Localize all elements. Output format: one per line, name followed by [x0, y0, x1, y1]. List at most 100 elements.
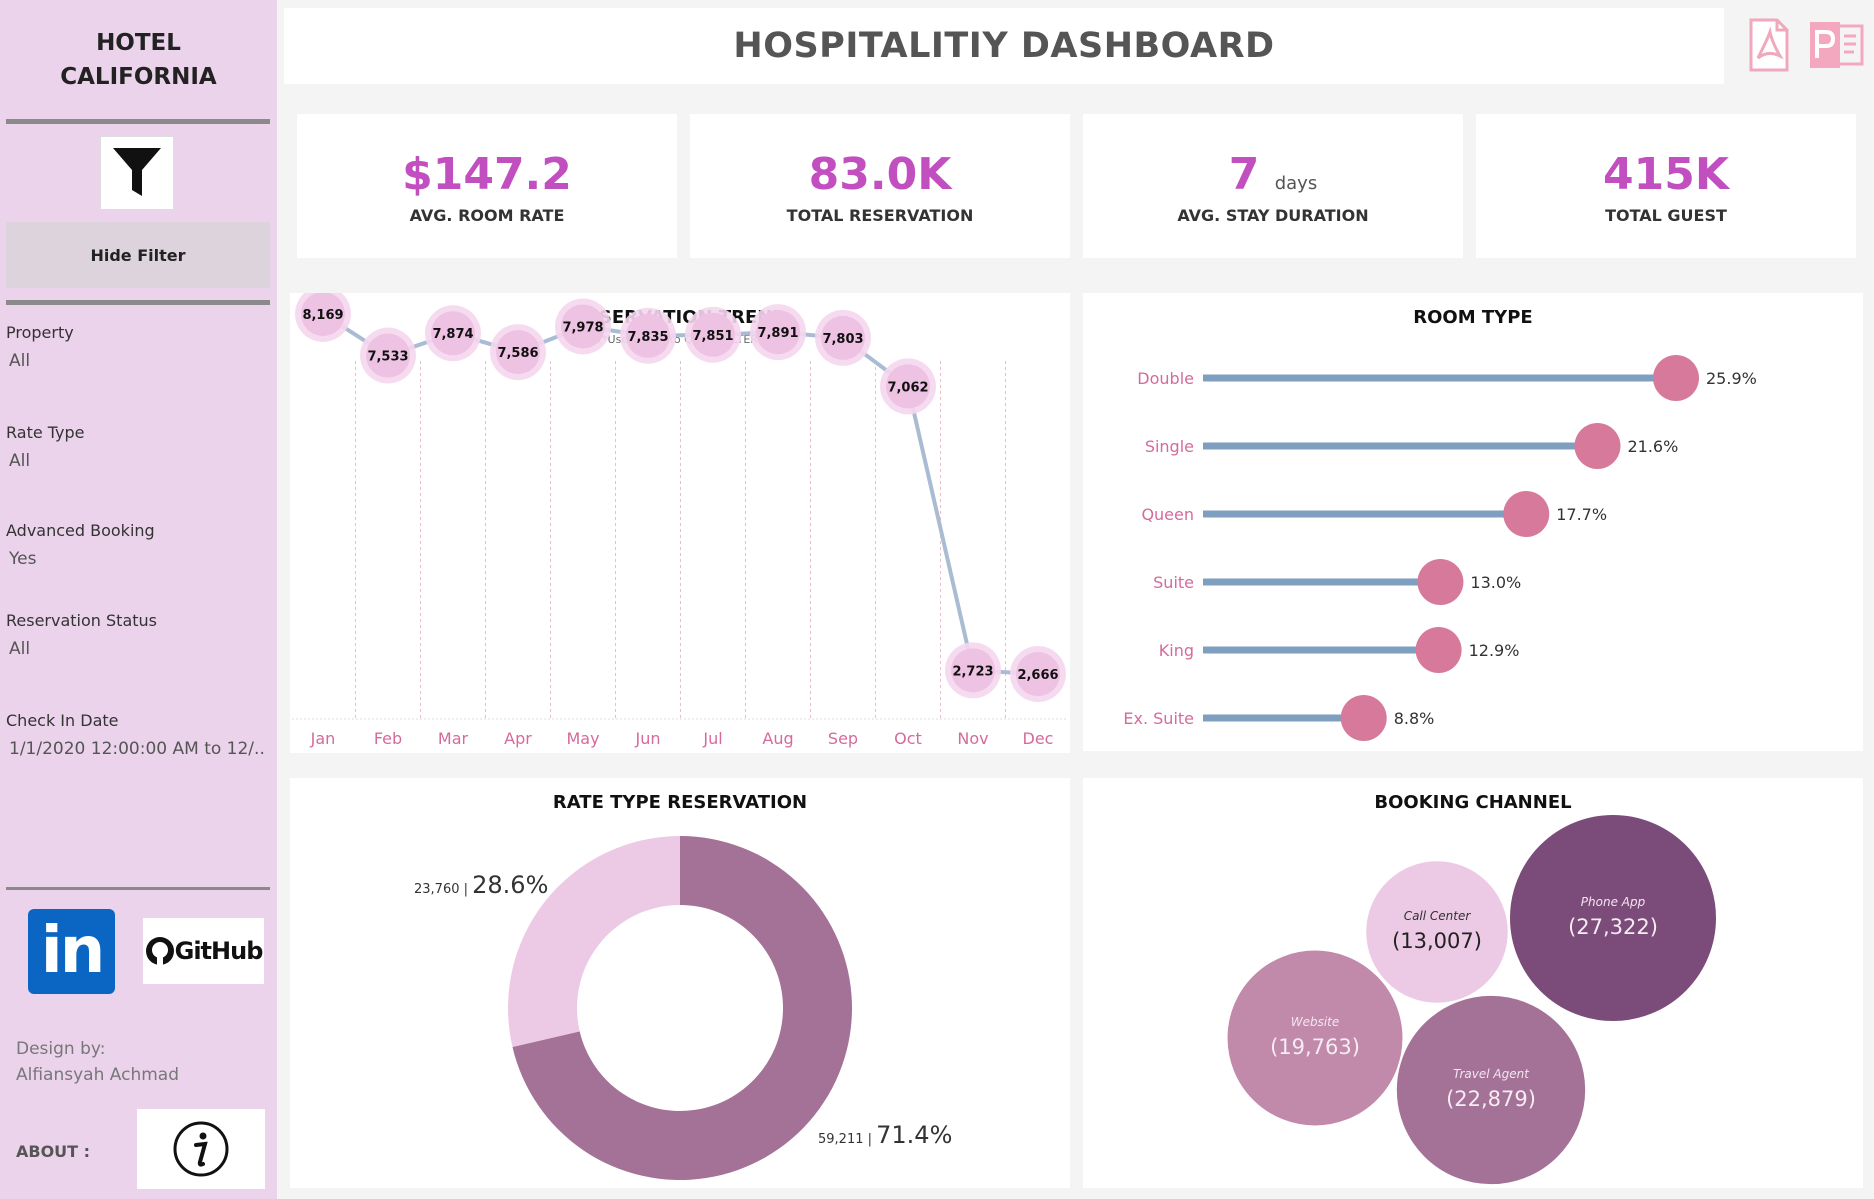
trend-point[interactable]	[626, 313, 670, 358]
filter-label-advanced-booking: Advanced Booking	[6, 521, 155, 540]
filter-value-check-in-date[interactable]: 1/1/2020 12:00:00 AM to 12/..	[9, 739, 265, 759]
trend-data-label: 7,533	[367, 350, 408, 365]
filter-label-reservation-status: Reservation Status	[6, 611, 157, 630]
page-title: HOSPITALITIY DASHBOARD	[733, 26, 1275, 66]
github-label: GitHub	[174, 937, 264, 965]
filter-value-advanced-booking[interactable]: Yes	[9, 549, 37, 569]
room-type-value-label: 12.9%	[1469, 641, 1520, 660]
channel-bubble[interactable]	[1394, 993, 1588, 1187]
design-by-label: Design by:	[16, 1039, 106, 1059]
filter-value-reservation-status[interactable]: All	[9, 639, 31, 659]
channel-name-label: Call Center	[1404, 909, 1472, 923]
trend-point[interactable]	[431, 311, 475, 356]
trend-data-label: 7,835	[627, 330, 668, 345]
room-type-label: Queen	[1141, 505, 1194, 524]
divider	[6, 300, 270, 305]
funnel-icon	[113, 148, 161, 196]
filter-label-check-in-date: Check In Date	[6, 711, 119, 730]
trend-data-label: 8,169	[302, 308, 343, 323]
info-button[interactable]	[137, 1109, 265, 1189]
trend-data-label: 7,586	[497, 346, 538, 361]
powerpoint-icon[interactable]	[1808, 18, 1864, 72]
trend-point[interactable]	[951, 648, 995, 693]
kpi-unit: days	[1274, 173, 1318, 194]
filter-value-rate-type[interactable]: All	[9, 451, 31, 471]
room-type-dot[interactable]	[1653, 355, 1699, 401]
month-tick-label: Jan	[310, 729, 336, 748]
trend-data-label: 2,666	[1017, 668, 1058, 683]
room-type-dot[interactable]	[1574, 423, 1621, 469]
month-tick-label: Feb	[374, 729, 402, 748]
hide-filter-button[interactable]: Hide Filter	[6, 222, 270, 288]
room-type-value-label: 8.8%	[1394, 709, 1435, 728]
filter-label-rate-type: Rate Type	[6, 423, 85, 442]
pdf-icon[interactable]	[1748, 18, 1790, 72]
channel-value-label: (13,007)	[1392, 929, 1482, 953]
kpi-value: 415K	[1603, 149, 1729, 200]
trend-point[interactable]	[496, 330, 540, 375]
kpi-value: $147.2	[402, 149, 572, 200]
trend-point[interactable]	[1016, 652, 1060, 697]
trend-point[interactable]	[886, 364, 930, 409]
filter-label-property: Property	[6, 323, 74, 342]
linkedin-icon[interactable]: in	[28, 909, 115, 994]
donut-count-label: 59,211 |	[818, 1132, 876, 1147]
kpi-total-reservation: 83.0K TOTAL RESERVATION	[690, 114, 1070, 258]
room-type-label: Single	[1145, 437, 1194, 456]
filter-icon[interactable]	[100, 136, 174, 210]
room-type-label: Ex. Suite	[1123, 709, 1194, 728]
month-tick-label: Sep	[828, 729, 858, 748]
channel-bubble[interactable]	[1508, 813, 1718, 1023]
channel-name-label: Phone App	[1581, 895, 1646, 909]
month-tick-label: Nov	[957, 729, 988, 748]
donut-slice[interactable]	[512, 836, 852, 1180]
github-icon[interactable]: GitHub	[143, 918, 264, 984]
divider	[6, 887, 270, 890]
trend-point[interactable]	[301, 293, 345, 336]
github-octocat-icon	[145, 937, 174, 965]
channel-bubble[interactable]	[1364, 859, 1510, 1005]
info-icon	[173, 1121, 229, 1177]
hotel-name-line1: HOTEL	[96, 30, 181, 56]
rate-type-panel: RATE TYPE RESERVATION 59,211 | 71.4% 23,7…	[290, 778, 1070, 1188]
booking-channel-chart: Call Center (13,007) Phone App (27,322) Webs…	[1225, 813, 1718, 1187]
booking-channel-panel: BOOKING CHANNEL Call Center (13,007) Phone…	[1083, 778, 1863, 1188]
channel-value-label: (22,879)	[1446, 1087, 1536, 1111]
month-tick-label: Jul	[702, 729, 722, 748]
trend-data-label: 7,874	[432, 327, 473, 342]
kpi-label: TOTAL GUEST	[1605, 206, 1727, 225]
donut-slice[interactable]	[507, 836, 680, 1047]
reservation-trend-chart: 8,169 Jan 7,533 Feb 7,874 Mar 7,586 Apr 7,978 May…	[292, 293, 1068, 748]
room-type-dot[interactable]	[1340, 695, 1387, 741]
channel-bubble[interactable]	[1225, 948, 1405, 1128]
channel-name-label: Website	[1291, 1015, 1340, 1029]
sidebar: HOTEL CALIFORNIA Hide Filter Property Al…	[0, 0, 277, 1199]
trend-point[interactable]	[756, 310, 800, 355]
month-tick-label: Mar	[438, 729, 469, 748]
trend-data-label: 2,723	[952, 664, 993, 679]
hotel-name-line2: CALIFORNIA	[60, 64, 217, 90]
room-type-label: Double	[1137, 369, 1194, 388]
trend-point[interactable]	[366, 333, 410, 378]
trend-point[interactable]	[691, 312, 735, 357]
room-type-value-label: 17.7%	[1556, 505, 1607, 524]
room-type-dot[interactable]	[1503, 491, 1550, 537]
rate-type-chart: 59,211 | 71.4% 23,760 | 28.6%	[414, 836, 952, 1180]
reservation-trend-panel: RESERVATION TREND (*Use Month to QUICK F…	[290, 293, 1070, 753]
room-type-title: ROOM TYPE	[1413, 307, 1533, 328]
room-type-dot[interactable]	[1415, 627, 1462, 673]
room-type-dot[interactable]	[1417, 559, 1464, 605]
trend-point[interactable]	[821, 315, 865, 360]
trend-point[interactable]	[561, 304, 605, 349]
room-type-panel: ROOM TYPE Double 25.9% Single 21.6% Queen 17.…	[1083, 293, 1863, 751]
month-tick-label: Aug	[762, 729, 793, 748]
kpi-label: AVG. STAY DURATION	[1177, 206, 1369, 225]
rate-type-title: RATE TYPE RESERVATION	[552, 792, 808, 813]
donut-percent-label: 71.4%	[876, 1121, 952, 1149]
trend-data-label: 7,978	[562, 320, 603, 335]
room-type-value-label: 25.9%	[1706, 369, 1757, 388]
filter-value-property[interactable]: All	[9, 351, 31, 371]
room-type-value-label: 21.6%	[1627, 437, 1678, 456]
hotel-name: HOTEL CALIFORNIA	[0, 26, 277, 94]
trend-data-label: 7,891	[757, 326, 798, 341]
